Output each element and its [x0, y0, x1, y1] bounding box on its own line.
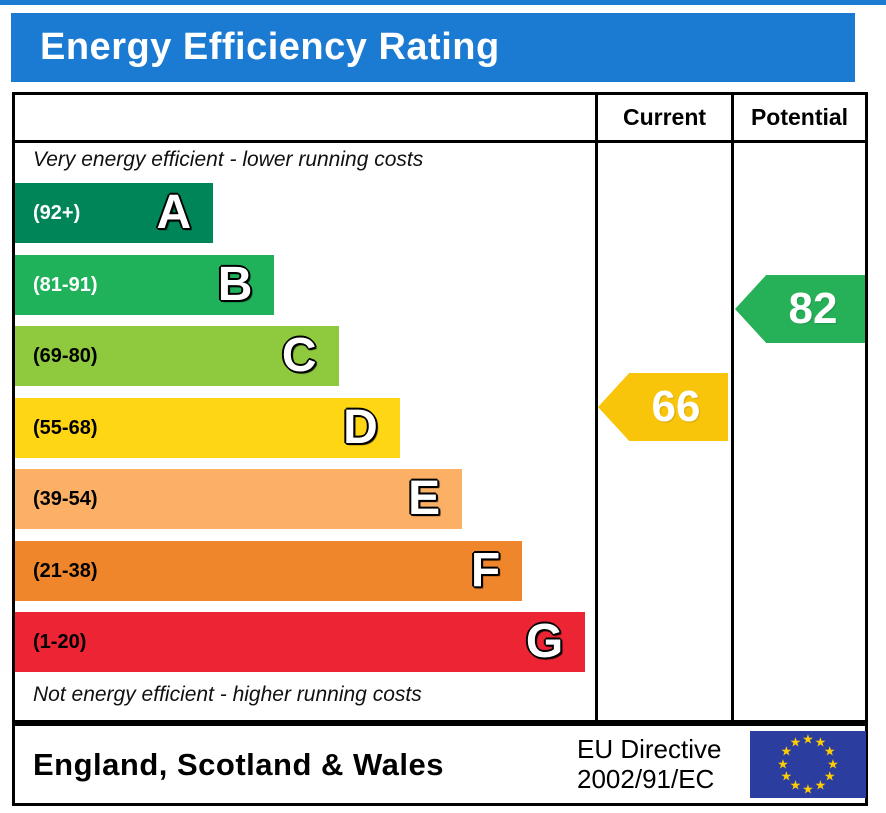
- band-letter: B: [217, 258, 253, 311]
- note-very-efficient: Very energy efficient - lower running co…: [33, 148, 424, 171]
- page-title: Energy Efficiency Rating: [40, 26, 500, 68]
- band-row-b: (81-91) B: [15, 255, 275, 315]
- band-letter: G: [525, 615, 564, 668]
- band-letter: C: [281, 329, 317, 382]
- eu-flag-star: ★: [780, 744, 793, 760]
- region-label: England, Scotland & Wales: [33, 746, 444, 782]
- band-letter: D: [343, 401, 378, 454]
- eu-flag-star: ★: [789, 778, 802, 794]
- eu-flag-star: ★: [823, 744, 836, 760]
- eu-directive-line2: 2002/91/EC: [577, 764, 715, 794]
- band-range-label: (81-91): [33, 273, 98, 296]
- band-range-label: (1-20): [33, 630, 87, 653]
- rating-table: Current Potential Very energy efficient …: [12, 92, 868, 723]
- band-letter: F: [470, 544, 501, 597]
- eu-flag-star: ★: [780, 769, 793, 785]
- band-range-label: (55-68): [33, 416, 98, 439]
- eu-flag-star: ★: [802, 732, 814, 747]
- band-row-d: (55-68) D: [15, 398, 400, 458]
- eu-flag-star: ★: [777, 757, 789, 772]
- eu-flag-star: ★: [814, 735, 827, 751]
- eu-flag-star: ★: [827, 757, 839, 772]
- band-row-c: (69-80) C: [15, 326, 339, 386]
- eu-flag-star: ★: [802, 782, 814, 797]
- note-not-efficient: Not energy efficient - higher running co…: [33, 683, 422, 706]
- title-banner: Energy Efficiency Rating: [11, 13, 855, 82]
- band-row-f: (21-38) F: [15, 541, 523, 601]
- eu-flag-star: ★: [814, 778, 827, 794]
- column-divider-potential: [731, 95, 734, 720]
- band-row-g: (1-20) G: [15, 612, 586, 672]
- header-underline: [15, 140, 865, 143]
- eu-flag: ★ ★ ★ ★ ★ ★ ★ ★ ★ ★ ★ ★: [750, 731, 866, 798]
- eu-directive-label: EU Directive 2002/91/EC: [577, 734, 721, 794]
- band-letter: E: [408, 472, 441, 525]
- band-letter: A: [156, 186, 192, 239]
- band-range-label: (39-54): [33, 487, 98, 510]
- column-header-potential: Potential: [750, 104, 849, 130]
- band-range-label: (92+): [33, 201, 81, 224]
- column-header-current: Current: [622, 104, 707, 130]
- eu-flag-star: ★: [789, 735, 802, 751]
- footer: England, Scotland & Wales EU Directive 2…: [12, 723, 868, 806]
- eu-flag-star: ★: [823, 769, 836, 785]
- potential-rating-value: 82: [788, 284, 838, 333]
- current-rating-value: 66: [651, 382, 701, 431]
- eu-directive-line1: EU Directive: [577, 734, 722, 764]
- potential-rating-arrow: 82: [735, 275, 865, 343]
- band-row-a: (92+) A: [15, 183, 214, 243]
- column-divider-current: [595, 95, 598, 720]
- top-blue-strip: [0, 0, 886, 5]
- band-range-label: (21-38): [33, 559, 98, 582]
- band-row-e: (39-54) E: [15, 469, 463, 529]
- current-rating-arrow: 66: [598, 373, 728, 441]
- bands-area: Very energy efficient - lower running co…: [15, 95, 598, 720]
- band-range-label: (69-80): [33, 344, 98, 367]
